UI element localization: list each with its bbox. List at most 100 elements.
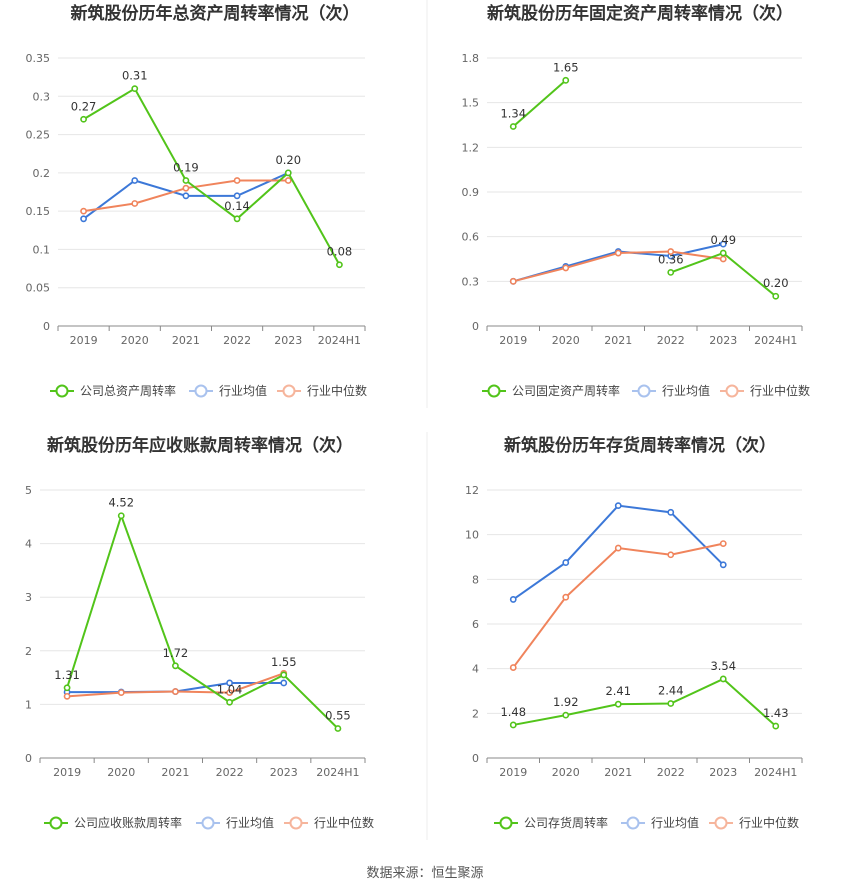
legend-marker-icon (499, 816, 513, 830)
x-tick-label: 2024H1 (316, 766, 359, 779)
y-tick-label: 0.25 (26, 129, 51, 142)
legend-item-company[interactable]: 公司应收账款周转率 (44, 815, 182, 830)
chart-panel-4: 新筑股份历年存货周转率情况（次） 0 2 4 6 8 10 12 2019 2020 2021 202… (465, 435, 803, 830)
x-tick-label: 2021 (604, 766, 632, 779)
legend-item-industry_median[interactable]: 行业中位数 (720, 383, 810, 398)
data-label: 2.44 (658, 684, 684, 698)
x-tick-label: 2023 (709, 766, 737, 779)
x-tick-label: 2021 (172, 334, 200, 347)
y-tick-label: 0.1 (33, 243, 51, 256)
x-tick-label: 2024H1 (754, 766, 797, 779)
data-point-company (80, 115, 87, 123)
legend-label: 行业中位数 (307, 383, 367, 398)
chart-title: 新筑股份历年固定资产周转率情况（次） (487, 3, 793, 24)
legend-label: 行业中位数 (314, 815, 374, 830)
data-point-industry_avg (509, 596, 517, 603)
x-tick-label: 2019 (499, 766, 527, 779)
legend-item-industry_avg[interactable]: 行业均值 (632, 383, 710, 398)
data-label: 0.49 (710, 233, 736, 247)
data-point-company (280, 671, 288, 679)
data-point-company (233, 215, 241, 223)
legend-label: 行业均值 (651, 815, 699, 830)
chart-title: 新筑股份历年应收账款周转率情况（次） (47, 435, 353, 456)
data-label: 1.65 (553, 60, 579, 74)
chart-title: 新筑股份历年存货周转率情况（次） (504, 435, 776, 456)
data-label: 0.36 (658, 252, 684, 266)
y-tick-label: 0.2 (33, 167, 51, 180)
legend-item-industry_median[interactable]: 行业中位数 (709, 815, 799, 830)
x-tick-label: 2023 (274, 334, 302, 347)
x-tick-label: 2022 (223, 334, 251, 347)
x-tick-label: 2020 (107, 766, 135, 779)
data-label: 0.55 (325, 709, 351, 723)
legend-item-industry_avg[interactable]: 行业均值 (196, 815, 274, 830)
y-tick-label: 4 (25, 538, 32, 551)
legend-item-industry_median[interactable]: 行业中位数 (284, 815, 374, 830)
series-line-company (513, 677, 777, 727)
data-point-industry_median (509, 277, 517, 285)
y-tick-label: 6 (472, 618, 479, 631)
legend-marker-icon (289, 816, 303, 830)
x-tick-label: 2021 (604, 334, 632, 347)
x-tick-label: 2021 (161, 766, 189, 779)
series-line-industry_avg (512, 504, 724, 601)
x-tick-label: 2023 (709, 334, 737, 347)
data-label: 0.14 (224, 199, 250, 213)
y-tick-label: 0.05 (26, 282, 51, 295)
y-tick-label: 1.2 (462, 141, 480, 154)
data-point-industry_avg (80, 215, 87, 223)
data-label: 1.92 (553, 695, 579, 709)
data-point-company (226, 698, 233, 706)
data-point-company (509, 123, 517, 130)
legend-label: 行业均值 (226, 815, 274, 830)
legend-item-industry_median[interactable]: 行业中位数 (277, 383, 367, 398)
data-label: 1.48 (500, 705, 526, 719)
x-tick-label: 2019 (499, 334, 527, 347)
data-point-industry_avg (719, 240, 727, 248)
data-point-company (667, 700, 675, 707)
data-point-industry_avg (233, 192, 241, 200)
series-line-industry_median (512, 542, 724, 669)
y-tick-label: 3 (25, 591, 32, 604)
data-label: 1.43 (763, 706, 789, 720)
series-line-company (66, 512, 339, 730)
legend-item-industry_avg[interactable]: 行业均值 (189, 383, 267, 398)
data-point-industry_median (719, 255, 727, 263)
x-tick-label: 2020 (121, 334, 149, 347)
legend-marker-icon (725, 384, 739, 398)
y-tick-label: 2 (25, 645, 32, 658)
legend-label: 公司总资产周转率 (80, 383, 176, 398)
y-tick-label: 0.35 (26, 52, 51, 65)
x-tick-label: 2020 (552, 766, 580, 779)
data-point-industry_avg (226, 679, 233, 687)
legend-item-company[interactable]: 公司固定资产周转率 (482, 383, 620, 398)
data-label: 1.34 (500, 106, 526, 120)
chart-title: 新筑股份历年总资产周转率情况（次） (71, 3, 360, 24)
data-point-company (667, 268, 675, 276)
legend-item-company[interactable]: 公司存货周转率 (494, 815, 608, 830)
legend-marker-icon (282, 384, 296, 398)
legend-marker-icon (194, 384, 208, 398)
legend-label: 行业均值 (662, 383, 710, 398)
data-point-company (131, 85, 139, 93)
y-tick-label: 0.3 (33, 90, 51, 103)
data-point-industry_median (562, 593, 570, 601)
legend-marker-icon (49, 816, 63, 830)
data-label: 0.08 (327, 245, 353, 259)
series-line-company (83, 87, 341, 266)
x-tick-label: 2022 (216, 766, 244, 779)
data-point-industry_median (667, 551, 675, 559)
legend-item-company[interactable]: 公司总资产周转率 (50, 383, 176, 398)
y-tick-label: 0 (43, 320, 50, 333)
data-label: 2.41 (605, 684, 631, 698)
data-point-company (172, 662, 179, 670)
legend-item-industry_avg[interactable]: 行业均值 (621, 815, 699, 830)
data-point-company (772, 722, 780, 730)
legend-marker-icon (487, 384, 501, 398)
data-point-industry_median (182, 184, 190, 192)
y-tick-label: 12 (465, 484, 479, 497)
y-tick-label: 0 (472, 320, 479, 333)
y-tick-label: 0.3 (462, 275, 480, 288)
x-tick-label: 2019 (53, 766, 81, 779)
